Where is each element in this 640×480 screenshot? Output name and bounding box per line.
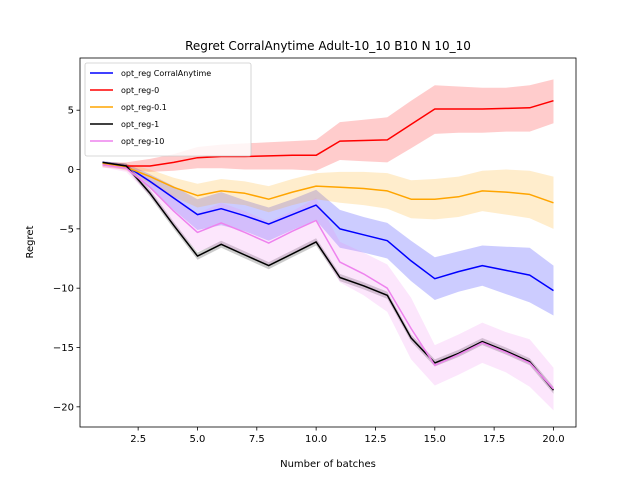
x-tick-label: 20.0 bbox=[542, 434, 564, 445]
x-tick-label: 2.5 bbox=[130, 434, 146, 445]
legend: opt_reg CorralAnytime opt_reg-0 opt_reg-0.… bbox=[84, 62, 252, 157]
line-series-4 bbox=[102, 164, 555, 390]
x-tick-label: 10.0 bbox=[305, 434, 327, 445]
y-axis-ticks: 5 0 −5 −10 −15 −20 bbox=[53, 106, 80, 413]
x-tick-label: 7.5 bbox=[249, 434, 265, 445]
x-axis-ticks: 2.5 5.0 7.5 10.0 12.5 15.0 17.5 20.0 bbox=[130, 427, 565, 445]
chart-title: Regret CorralAnytime Adult-10_10 B10 N 1… bbox=[185, 39, 471, 53]
line-series-0 bbox=[102, 161, 554, 292]
legend-entry: opt_reg-0.1 bbox=[121, 103, 167, 112]
band-series-4 bbox=[102, 162, 554, 411]
y-tick-label: −15 bbox=[53, 343, 74, 354]
x-tick-label: 5.0 bbox=[190, 434, 206, 445]
plot-frame bbox=[79, 57, 577, 428]
legend-entry: opt_reg-0 bbox=[121, 86, 159, 95]
y-tick-label: −5 bbox=[59, 224, 74, 235]
legend-entry: opt_reg-1 bbox=[121, 120, 159, 129]
line-series-3 bbox=[102, 161, 555, 391]
legend-box bbox=[84, 62, 252, 157]
x-tick-label: 17.5 bbox=[483, 434, 505, 445]
y-tick-label: 5 bbox=[68, 106, 74, 117]
y-tick-label: −20 bbox=[53, 402, 74, 413]
y-tick-label: −10 bbox=[53, 284, 74, 295]
y-axis-label: Regret bbox=[25, 225, 36, 258]
legend-entry: opt_reg-10 bbox=[121, 137, 164, 146]
band-series-2 bbox=[102, 162, 554, 229]
line-series-1 bbox=[102, 99, 554, 167]
legend-entry: opt_reg CorralAnytime bbox=[121, 69, 211, 78]
x-tick-label: 15.0 bbox=[424, 434, 446, 445]
series-lines bbox=[102, 99, 555, 391]
x-tick-label: 12.5 bbox=[364, 434, 386, 445]
x-axis-label: Number of batches bbox=[280, 459, 376, 470]
y-tick-label: 0 bbox=[68, 165, 74, 176]
line-series-2 bbox=[102, 162, 554, 204]
